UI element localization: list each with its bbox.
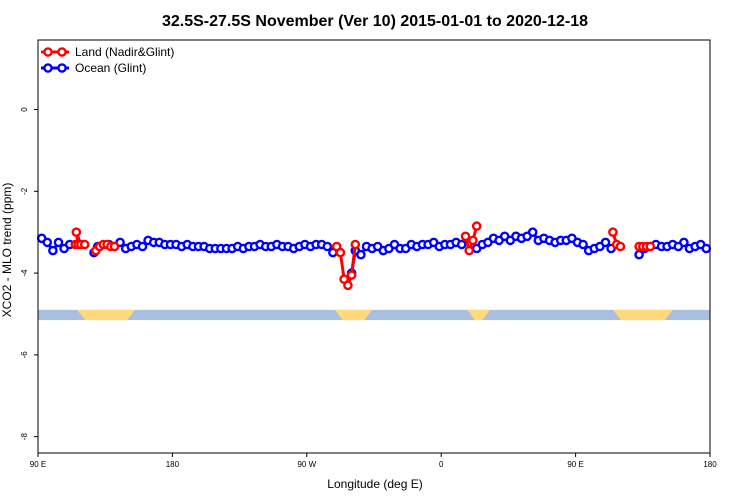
land-point-5-3 — [645, 241, 656, 252]
ocean-point-0-2 — [48, 245, 58, 256]
x-tick-label-1: 180 — [166, 460, 180, 469]
ocean-point-3-19 — [578, 239, 588, 250]
land-point-2-4 — [346, 270, 357, 280]
series-layer — [36, 221, 712, 291]
series-land — [70, 221, 656, 291]
land-band-1 — [334, 309, 373, 321]
land-band-3 — [612, 309, 673, 321]
land-point-2-1 — [335, 247, 346, 258]
land-point-3-1 — [464, 245, 475, 256]
ocean-point-4-8 — [679, 237, 689, 248]
y-tick-label-0: 0 — [20, 107, 29, 112]
plot-frame — [37, 39, 711, 454]
land-point-3-0 — [460, 231, 471, 242]
x-axis: 90 E 180 90 W 0 90 E 180 — [30, 453, 717, 469]
legend-marker-land-b — [57, 47, 67, 57]
ocean-point-3-10 — [527, 227, 538, 237]
ocean-point-0-1 — [42, 237, 53, 248]
land-point-3-3 — [471, 221, 482, 231]
land-point-0-4 — [79, 239, 90, 250]
coverage-band — [38, 309, 710, 321]
land-point-2-3 — [343, 280, 353, 291]
legend-label-ocean: Ocean (Glint) — [75, 61, 146, 75]
land-band-2 — [467, 309, 490, 321]
land-point-0-2 — [71, 227, 82, 237]
x-tick-label-5: 180 — [703, 460, 717, 469]
land-point-1-5 — [109, 241, 120, 252]
series-ocean — [36, 227, 712, 278]
ocean-band — [38, 309, 710, 321]
land-point-4-2 — [615, 241, 626, 252]
ocean-point-4-12 — [701, 243, 712, 254]
x-tick-label-3: 0 — [439, 460, 444, 469]
y-tick-label-1: -2 — [20, 187, 29, 195]
x-tick-label-2: 90 W — [297, 460, 316, 469]
land-point-4-0 — [608, 227, 618, 237]
land-line-3 — [464, 225, 479, 253]
y-tick-label-3: -6 — [20, 351, 29, 359]
legend-label-land: Land (Nadir&Glint) — [75, 45, 174, 59]
ocean-point-1-41 — [322, 241, 333, 252]
land-band-0 — [77, 309, 136, 321]
y-axis-label: XCO2 - MLO trend (ppm) — [0, 183, 14, 318]
y-tick-label-2: -4 — [20, 269, 29, 277]
x-tick-label-4: 90 E — [567, 460, 583, 469]
ocean-point-2-20 — [456, 239, 467, 250]
ocean-point-1-8 — [137, 241, 148, 252]
land-point-2-5 — [350, 239, 361, 250]
x-axis-label: Longitude (deg E) — [327, 477, 422, 491]
land-point-3-2 — [468, 235, 478, 246]
legend-marker-ocean — [43, 63, 53, 73]
chart-title: 32.5S-27.5S November (Ver 10) 2015-01-01… — [162, 13, 588, 30]
ocean-point-3-23 — [600, 237, 611, 248]
legend: Land (Nadir&Glint) Ocean (Glint) — [41, 45, 174, 75]
legend-marker-land — [43, 47, 53, 57]
y-tick-label-4: -8 — [20, 433, 29, 441]
legend-marker-ocean-b — [57, 63, 67, 73]
x-tick-label-0: 90 E — [30, 460, 46, 469]
y-axis: 0 -2 -4 -6 -8 — [20, 107, 38, 440]
ocean-point-2-2 — [356, 249, 366, 260]
ocean-point-0-3 — [53, 237, 64, 248]
